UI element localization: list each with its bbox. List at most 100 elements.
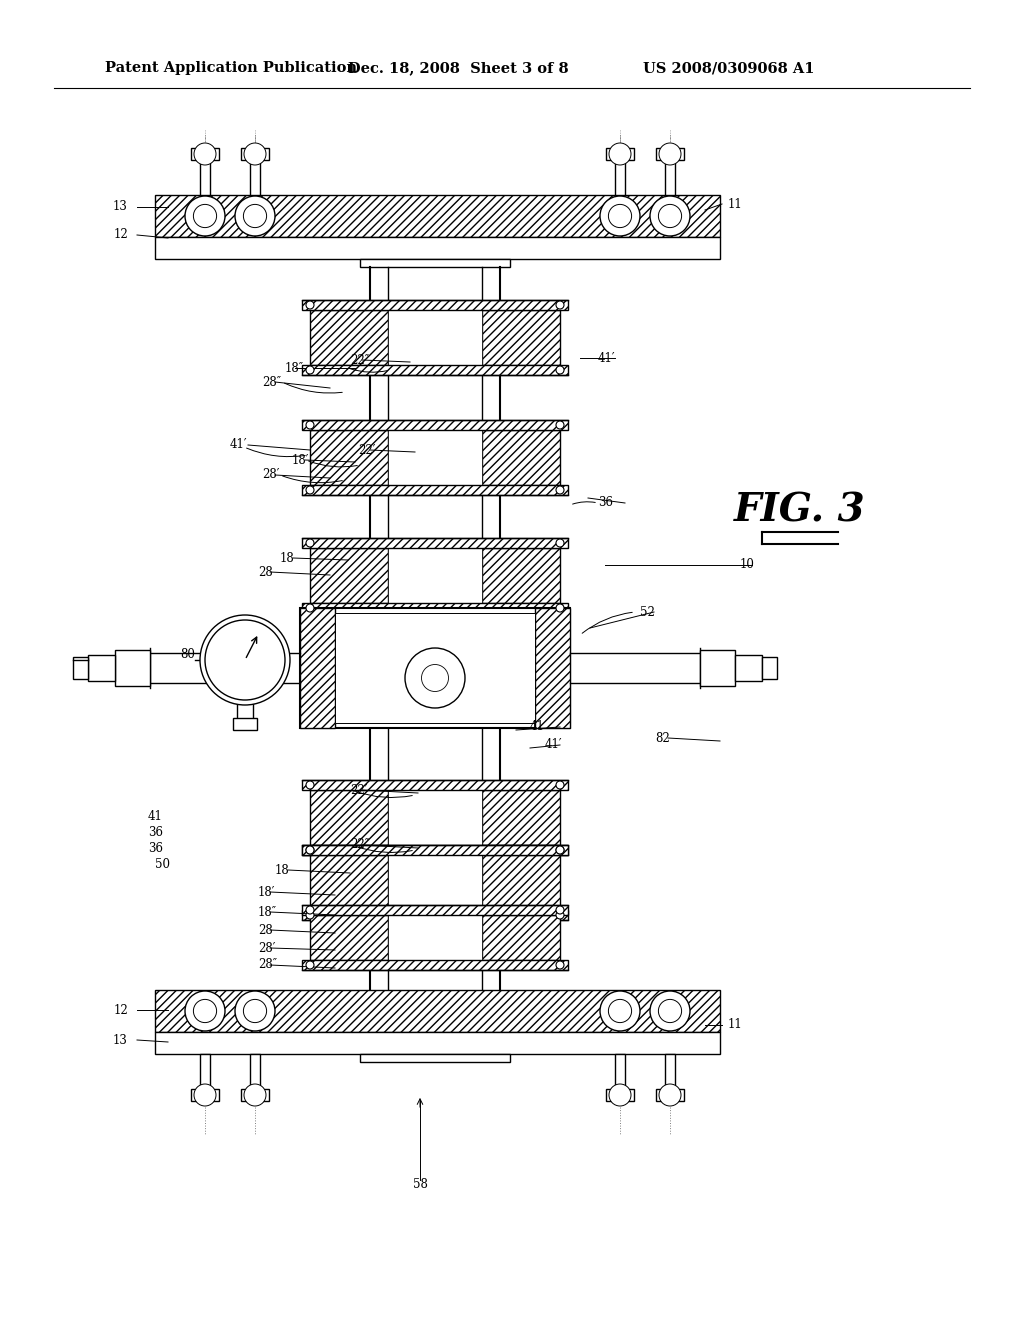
- Circle shape: [658, 205, 682, 227]
- Text: 22′: 22′: [350, 784, 368, 796]
- Text: 58: 58: [413, 1179, 427, 1192]
- Text: 22″: 22″: [350, 838, 369, 851]
- Bar: [762, 657, 777, 678]
- Text: 13: 13: [113, 1034, 128, 1047]
- Circle shape: [194, 999, 217, 1023]
- Circle shape: [650, 195, 690, 236]
- Bar: [302, 603, 568, 612]
- Text: 41′: 41′: [230, 438, 248, 451]
- Bar: [310, 310, 388, 366]
- Circle shape: [556, 846, 564, 854]
- Text: 10: 10: [740, 558, 755, 572]
- Text: 36: 36: [148, 825, 163, 838]
- Circle shape: [659, 1084, 681, 1106]
- Bar: [388, 430, 482, 484]
- Bar: [700, 649, 735, 686]
- Bar: [482, 310, 560, 366]
- Circle shape: [306, 366, 314, 374]
- Text: 18′: 18′: [292, 454, 309, 466]
- Bar: [155, 195, 720, 238]
- Circle shape: [600, 991, 640, 1031]
- Text: FIG. 3: FIG. 3: [734, 491, 866, 529]
- Text: 36: 36: [598, 496, 613, 510]
- Bar: [310, 548, 388, 603]
- Bar: [388, 915, 482, 960]
- Circle shape: [200, 615, 290, 705]
- Bar: [302, 300, 568, 310]
- Bar: [665, 1053, 675, 1089]
- Circle shape: [306, 605, 314, 612]
- Text: 50: 50: [155, 858, 170, 870]
- Text: 28: 28: [258, 924, 272, 936]
- Circle shape: [306, 906, 314, 913]
- Circle shape: [306, 911, 314, 919]
- Bar: [535, 609, 570, 729]
- Circle shape: [658, 999, 682, 1023]
- Bar: [310, 915, 388, 960]
- Bar: [88, 655, 115, 681]
- Bar: [300, 609, 335, 729]
- Circle shape: [556, 961, 564, 969]
- Bar: [302, 539, 568, 548]
- Bar: [335, 612, 535, 723]
- Bar: [665, 160, 675, 195]
- Text: 11: 11: [728, 1019, 742, 1031]
- Bar: [241, 1089, 269, 1101]
- Bar: [302, 845, 568, 855]
- Text: 11: 11: [728, 198, 742, 210]
- Bar: [241, 148, 269, 160]
- Bar: [302, 909, 568, 920]
- Text: 28: 28: [258, 565, 272, 578]
- Circle shape: [306, 781, 314, 789]
- Bar: [233, 718, 257, 730]
- Bar: [310, 789, 388, 845]
- Circle shape: [406, 648, 465, 708]
- Circle shape: [556, 301, 564, 309]
- Circle shape: [609, 1084, 631, 1106]
- Circle shape: [556, 421, 564, 429]
- Text: 18″: 18″: [258, 906, 278, 919]
- Circle shape: [194, 1084, 216, 1106]
- Bar: [200, 1053, 210, 1089]
- Bar: [606, 148, 634, 160]
- Bar: [388, 789, 482, 845]
- Circle shape: [556, 906, 564, 913]
- Text: 18: 18: [275, 863, 290, 876]
- Circle shape: [244, 1084, 266, 1106]
- Circle shape: [244, 999, 266, 1023]
- Bar: [606, 1089, 634, 1101]
- Circle shape: [244, 205, 266, 227]
- Circle shape: [234, 991, 275, 1031]
- Bar: [302, 906, 568, 915]
- Text: 18″: 18″: [285, 362, 304, 375]
- Circle shape: [556, 366, 564, 374]
- Circle shape: [600, 195, 640, 236]
- Bar: [300, 609, 570, 729]
- Text: 41: 41: [530, 721, 545, 734]
- Text: 12: 12: [114, 1003, 128, 1016]
- Bar: [482, 430, 560, 484]
- Text: 52: 52: [640, 606, 655, 619]
- Circle shape: [609, 143, 631, 165]
- Text: 28′: 28′: [258, 941, 275, 954]
- Circle shape: [244, 143, 266, 165]
- Text: 18: 18: [280, 552, 295, 565]
- Bar: [155, 238, 720, 259]
- Bar: [250, 160, 260, 195]
- Bar: [388, 548, 482, 603]
- Bar: [482, 548, 560, 603]
- Bar: [615, 1053, 625, 1089]
- Bar: [302, 420, 568, 430]
- Circle shape: [194, 143, 216, 165]
- Bar: [615, 160, 625, 195]
- Bar: [302, 845, 568, 855]
- Bar: [482, 915, 560, 960]
- Bar: [155, 990, 720, 1032]
- Circle shape: [234, 195, 275, 236]
- Bar: [310, 430, 388, 484]
- Circle shape: [608, 999, 632, 1023]
- Text: 12: 12: [114, 228, 128, 242]
- Bar: [191, 148, 219, 160]
- Bar: [302, 484, 568, 495]
- Circle shape: [650, 991, 690, 1031]
